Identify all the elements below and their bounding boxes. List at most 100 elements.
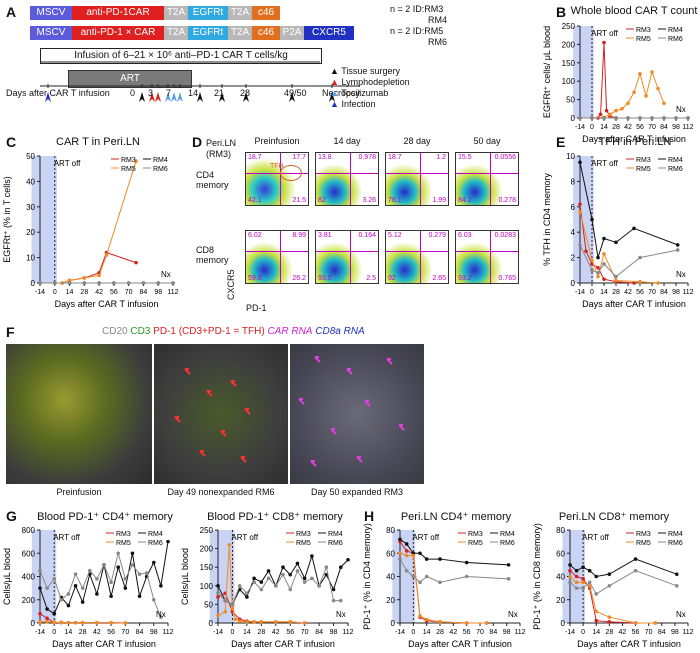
legend-label: RM6 (668, 36, 683, 43)
data-point-rm5 (66, 620, 71, 625)
x-axis-label: Days after CAR T infusion (231, 639, 335, 649)
data-point-rm6 (109, 580, 113, 585)
art-region (573, 156, 594, 283)
caption-preinfusion: Preinfusion (56, 487, 102, 497)
data-point-rm3 (596, 265, 600, 270)
gate-line (246, 172, 308, 174)
data-point-rm6 (596, 271, 600, 275)
data-point-rm4 (52, 611, 57, 616)
data-point-rm6 (578, 243, 582, 247)
flow-quadrant-value: 5.12 (388, 232, 402, 239)
timeline-axis-label: Days after CAR T infusion (6, 88, 110, 98)
y-tick-label: 250 (562, 22, 576, 31)
data-point-rm6 (223, 598, 228, 603)
data-point-rm3 (604, 108, 609, 113)
x-tick-label: 56 (110, 289, 118, 296)
x-tick-label: 70 (121, 629, 129, 636)
series-line-rm4 (569, 558, 677, 578)
data-point-rm6 (82, 281, 87, 285)
data-point-rm5 (614, 108, 618, 113)
x-tick-label: 56 (636, 289, 644, 296)
data-point-rm3 (607, 620, 612, 624)
data-point-rm6 (568, 580, 572, 585)
nx-label: Nx (676, 105, 686, 114)
flow-quadrant-value: 0.164 (358, 232, 376, 239)
series-line-rm6 (217, 565, 341, 606)
data-point-rm5 (302, 621, 307, 625)
data-point-rm4 (614, 240, 618, 245)
nx-label: Nx (156, 610, 166, 619)
segment-c46: c46 (252, 6, 280, 20)
panel-label-d: D (192, 134, 203, 150)
legend-label: RM5 (636, 540, 651, 547)
data-point-rm6 (52, 281, 57, 285)
arrow-icon: ▲ (330, 66, 339, 76)
data-point-rm6 (317, 584, 321, 588)
gate-line (280, 153, 282, 205)
x-tick-label: 98 (330, 629, 338, 636)
data-point-rm5 (73, 620, 78, 625)
y-tick-label: 200 (562, 40, 576, 49)
gate-line (386, 172, 448, 174)
segment-car: anti-PD-1 × CAR (72, 26, 164, 40)
nx-label: Nx (161, 270, 171, 279)
art-off-label: ART off (412, 533, 439, 542)
data-point-rm5 (52, 620, 57, 625)
flow-quadrant-value: 0.978 (358, 154, 376, 161)
y-axis-label: Cells/μL blood (180, 548, 190, 605)
y-tick-label: 200 (200, 545, 214, 554)
x-tick-label: 70 (301, 629, 309, 636)
series-line-rm4 (399, 538, 509, 566)
flow-quadrant-value: 21.5 (292, 197, 306, 204)
data-point-rm6 (662, 116, 666, 120)
data-point-rm6 (216, 591, 220, 596)
data-point-rm6 (123, 577, 128, 581)
data-point-rm4 (675, 243, 680, 247)
data-point-rm4 (418, 551, 422, 556)
data-point-rm4 (596, 255, 600, 260)
arrow-icon: ▲ (330, 99, 339, 109)
data-point-rm5 (568, 574, 572, 579)
x-tick-label: 112 (514, 629, 525, 636)
x-tick-label: 112 (682, 124, 693, 131)
data-point-rm4 (137, 594, 142, 599)
data-point-rm6 (38, 568, 42, 573)
flow-quadrant-value: 93.5 (318, 275, 332, 282)
data-point-rm5 (411, 553, 416, 558)
x-tick-label: -14 (565, 629, 575, 636)
x-tick-label: 28 (257, 629, 265, 636)
timeline-arrow (155, 92, 161, 102)
data-point-rm5 (97, 273, 101, 278)
data-point-rm5 (134, 159, 138, 163)
y-tick-label: 100 (200, 582, 214, 591)
nx-label: Nx (676, 270, 686, 279)
data-point-rm4 (464, 560, 469, 565)
data-point-rm6 (638, 255, 642, 260)
data-point-rm5 (644, 94, 648, 98)
data-point-rm6 (67, 281, 72, 285)
data-point-rm6 (73, 572, 78, 576)
x-tick-label: 98 (672, 124, 680, 131)
data-point-rm3 (584, 249, 588, 254)
gate-line (246, 250, 308, 252)
flow-quadrant-value: 42.1 (248, 197, 262, 204)
x-tick-label: 84 (315, 629, 323, 636)
flow-quadrant-value: 17.7 (292, 154, 306, 161)
data-point-rm4 (633, 557, 638, 561)
data-point-rm6 (626, 116, 630, 120)
data-point-rm6 (424, 574, 429, 579)
series-line-rm5 (40, 621, 126, 624)
data-point-rm5 (109, 620, 113, 625)
y-tick-label: 50 (204, 600, 213, 609)
x-tick-label: 112 (162, 629, 173, 636)
legend-label: RM3 (468, 531, 483, 538)
data-point-rm5 (418, 614, 422, 618)
data-point-rm5 (653, 621, 658, 625)
x-tick-label: 70 (648, 289, 656, 296)
data-point-rm5 (59, 620, 64, 625)
panel-label-e: E (556, 134, 566, 150)
data-point-rm5 (438, 620, 442, 624)
x-tick-label: -14 (35, 289, 45, 296)
